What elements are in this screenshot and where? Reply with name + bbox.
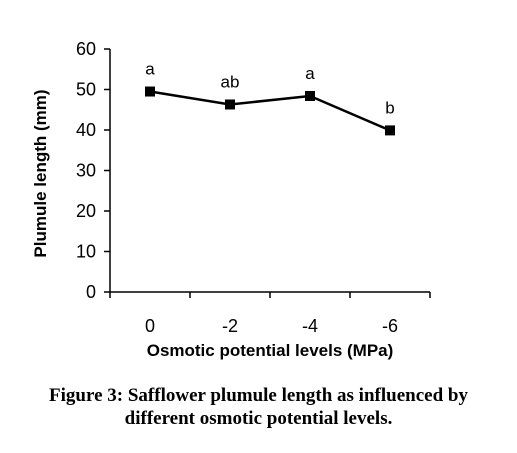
significance-label: a (305, 64, 315, 83)
significance-label: b (385, 98, 394, 117)
y-tick-label: 30 (76, 161, 96, 181)
caption-line-1: Figure 3: Safflower plumule length as in… (49, 385, 468, 406)
series-group: aab ab (145, 60, 395, 136)
data-point (145, 86, 155, 97)
y-tick-label: 0 (86, 282, 96, 302)
data-point (305, 90, 315, 101)
y-axis-title: Plumule length (mm) (31, 89, 50, 257)
series-line (149, 90, 391, 132)
x-tick-label: -2 (222, 316, 238, 336)
figure-caption: Figure 3: Safflower plumule length as in… (0, 384, 517, 430)
y-tick-label: 60 (76, 39, 96, 59)
significance-label: ab (221, 72, 240, 91)
y-tick-label: 10 (76, 242, 96, 262)
data-point (385, 125, 395, 136)
x-tick-label: -4 (302, 316, 318, 336)
data-point (225, 99, 235, 110)
x-axis-title: Osmotic potential levels (MPa) (147, 341, 394, 360)
y-tick-label: 50 (76, 80, 96, 100)
x-tick-label: 0 (145, 316, 155, 336)
significance-label: a (145, 60, 155, 79)
x-axis-ticks: 0 -2 -4 -6 (109, 292, 431, 336)
x-tick-label: -6 (382, 316, 398, 336)
y-tick-label: 40 (76, 120, 96, 140)
y-axis-ticks: 0 10 20 30 40 50 60 (76, 39, 110, 302)
caption-line-2: different osmotic potential levels. (124, 408, 393, 429)
y-tick-label: 20 (76, 201, 96, 221)
